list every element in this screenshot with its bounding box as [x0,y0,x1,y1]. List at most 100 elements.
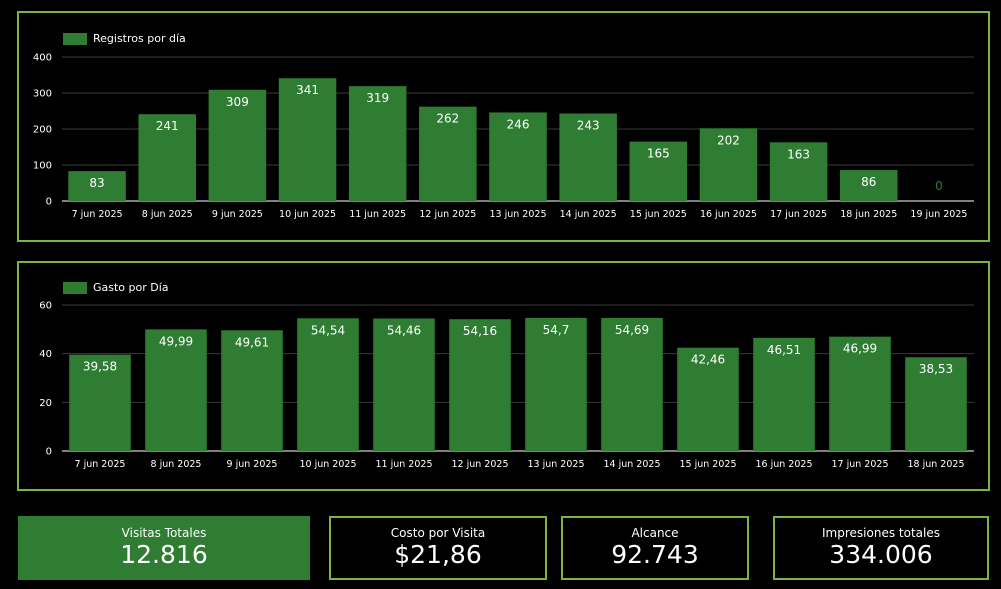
bar-value-label: 46,99 [843,342,877,356]
legend-label: Gasto por Día [93,281,169,294]
x-tick-label: 10 jun 2025 [300,459,357,470]
x-tick-label: 14 jun 2025 [604,459,661,470]
kpi-value: $21,86 [394,540,482,569]
x-tick-label: 18 jun 2025 [908,459,965,470]
x-tick-label: 17 jun 2025 [832,459,889,470]
bar-value-label: 243 [577,119,600,133]
bar-value-label: 54,69 [615,323,649,337]
bar [677,347,739,451]
x-tick-label: 15 jun 2025 [630,209,687,220]
kpi-label: Alcance [631,526,679,540]
bar [601,317,663,451]
bar-value-label: 54,16 [463,324,497,338]
bar [829,336,891,451]
bar [221,330,283,451]
bar [489,112,547,201]
gasto-bar-chart: 0 20 40 60 39,58 7 jun 2025 49,99 8 jun 2025 49,… [39,301,974,470]
bar-value-label: 319 [366,91,389,105]
kpi-label: Impresiones totales [822,526,940,540]
kpi-alcance: Alcance 92.743 [561,516,749,580]
kpi-label: Visitas Totales [121,526,207,540]
kpi-visitas-totales: Visitas Totales 12.816 [18,516,310,580]
gasto-legend[interactable]: Gasto por Día [63,281,169,294]
bar [449,319,511,451]
x-tick-label: 11 jun 2025 [349,209,406,220]
gasto-chart-panel: Gasto por Día 0 20 40 60 39,58 7 jun 2025 49,9… [17,261,990,491]
x-tick-label: 7 jun 2025 [72,209,123,220]
bar-value-label: 54,54 [311,323,345,337]
bar-value-label: 54,46 [387,323,421,337]
bar-value-label: 49,61 [235,335,269,349]
bar-value-label: 165 [647,147,670,161]
bar-value-label: 86 [861,175,876,189]
bar-value-label: 309 [226,95,249,109]
bar-value-label: 83 [89,176,104,190]
x-tick-label: 17 jun 2025 [770,209,827,220]
bar [559,113,617,201]
bar-value-label: 42,46 [691,353,725,367]
x-tick-label: 13 jun 2025 [490,209,547,220]
bar [297,318,359,451]
bar [840,170,898,201]
x-tick-label: 13 jun 2025 [528,459,585,470]
x-tick-label: 11 jun 2025 [376,459,433,470]
bar [629,141,688,201]
y-tick-label: 20 [39,398,52,409]
kpi-value: 12.816 [120,540,208,569]
x-tick-label: 10 jun 2025 [279,209,336,220]
bar [769,142,828,201]
bar [138,114,196,201]
bar-value-label: 341 [296,83,319,97]
y-tick-label: 200 [33,125,52,136]
x-tick-label: 16 jun 2025 [756,459,813,470]
bar-value-label: 241 [156,119,179,133]
y-tick-label: 40 [39,349,52,360]
x-tick-label: 19 jun 2025 [910,209,967,220]
legend-swatch [63,32,87,45]
bar-value-label: 202 [717,133,740,147]
x-tick-label: 14 jun 2025 [560,209,617,220]
kpi-label: Costo por Visita [390,526,486,540]
kpi-value: 334.006 [829,540,933,569]
bar [525,317,587,451]
x-tick-label: 9 jun 2025 [227,459,278,470]
kpi-impresiones-totales: Impresiones totales 334.006 [773,516,989,580]
registros-bar-chart: 0 100 200 300 400 83 7 jun 2025 241 8 jun 2025 30… [33,53,974,220]
x-tick-label: 9 jun 2025 [212,209,263,220]
y-tick-label: 100 [33,161,52,172]
legend-label: Registros por día [93,32,186,45]
kpi-value: 92.743 [611,540,699,569]
bar-value-label: 246 [507,117,530,131]
bar [373,318,435,451]
bar [278,78,337,201]
bar-value-label: 39,58 [83,360,117,374]
registros-legend[interactable]: Registros por día [63,32,186,45]
bar [699,128,758,201]
bar-value-label: 262 [436,112,459,126]
bar [145,329,207,451]
y-tick-label: 0 [46,197,52,208]
bar [208,89,267,201]
y-tick-label: 300 [33,89,52,100]
kpi-costo-por-visita: Costo por Visita $21,86 [329,516,547,580]
x-tick-label: 12 jun 2025 [419,209,476,220]
bar-value-label: 49,99 [159,334,193,348]
x-tick-label: 15 jun 2025 [680,459,737,470]
x-tick-label: 16 jun 2025 [700,209,757,220]
x-tick-label: 18 jun 2025 [840,209,897,220]
x-tick-label: 8 jun 2025 [142,209,193,220]
bar-value-label: 38,53 [919,362,953,376]
x-tick-label: 12 jun 2025 [452,459,509,470]
bar [753,337,815,451]
bar [68,171,126,201]
bar [69,354,131,451]
bar [348,86,407,201]
y-tick-label: 0 [46,447,52,458]
bar-value-label: 46,51 [767,343,801,357]
x-tick-label: 8 jun 2025 [151,459,202,470]
legend-swatch [63,281,87,294]
bar-value-label: 0 [935,179,943,193]
y-tick-label: 60 [39,301,52,312]
bar-value-label: 54,7 [543,323,570,337]
bar [905,357,967,451]
